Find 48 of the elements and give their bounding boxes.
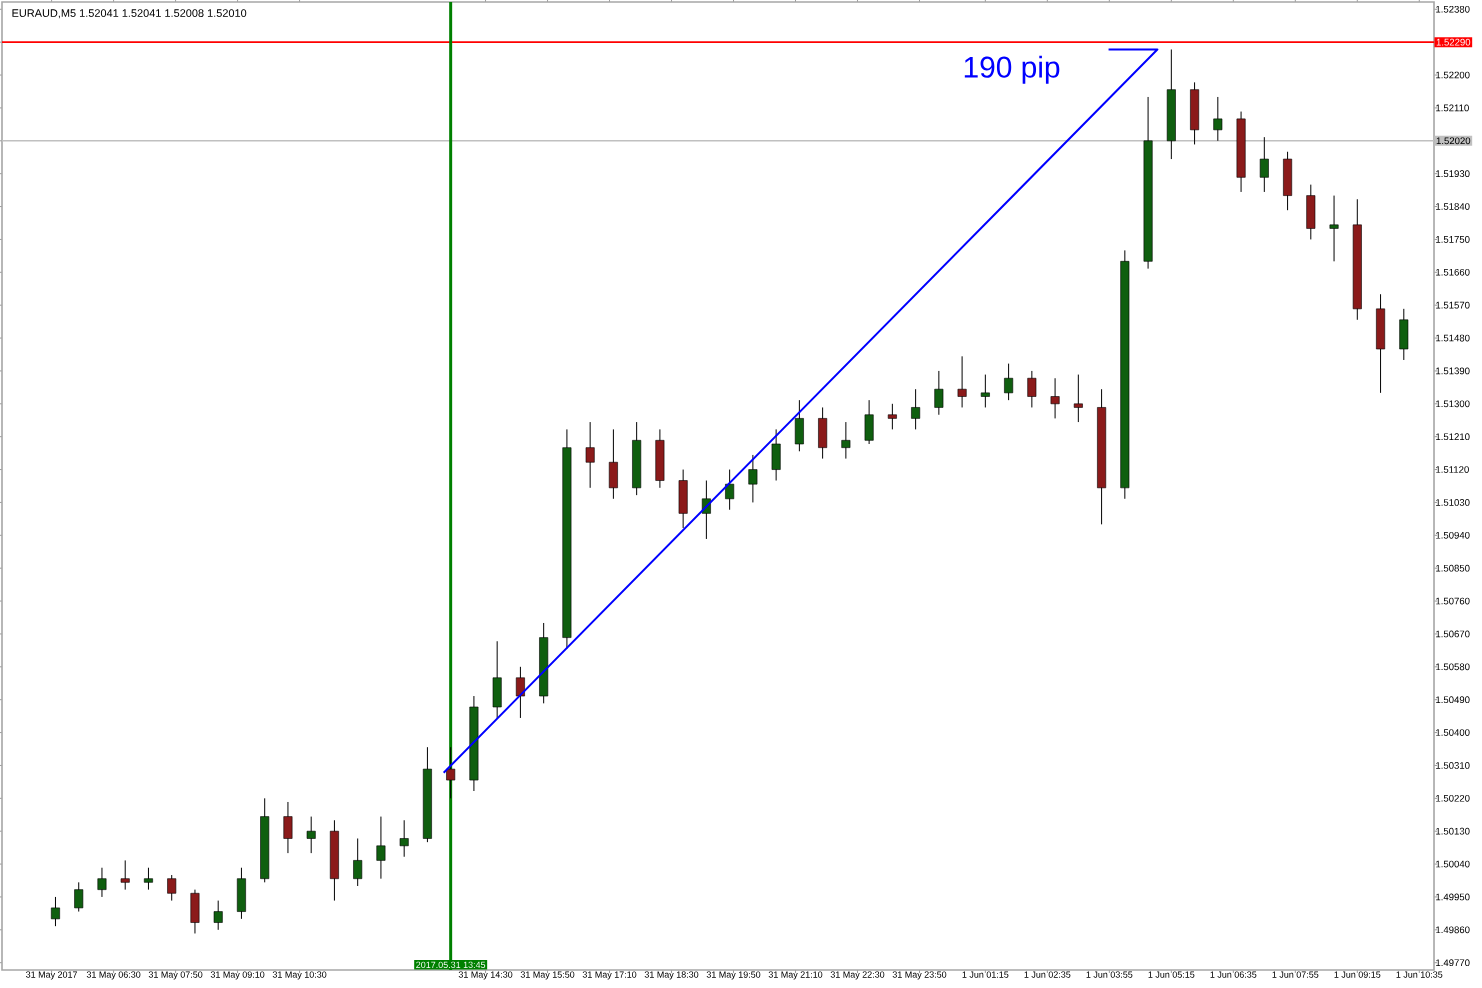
candlestick (1283, 151, 1293, 211)
candlestick (283, 801, 293, 854)
candlestick (1399, 308, 1409, 361)
candlestick (446, 746, 456, 799)
candlestick (655, 428, 665, 489)
candlestick (167, 874, 177, 902)
candlestick (748, 454, 758, 503)
candlestick (1213, 96, 1223, 142)
candlestick (794, 399, 804, 452)
candlestick (213, 900, 223, 931)
candlestick (911, 388, 921, 430)
candlestick (1190, 81, 1200, 145)
candlestick (771, 428, 781, 482)
annotation: 190 pip (964, 55, 1060, 84)
candlestick (678, 469, 688, 529)
candlestick (887, 403, 897, 430)
candlestick (608, 428, 618, 500)
candlestick (957, 355, 967, 408)
candlestick (1376, 293, 1386, 394)
candlestick (632, 421, 642, 496)
candlestick (97, 867, 107, 898)
candlestick (1004, 363, 1014, 401)
candlestick (74, 881, 84, 913)
candlestick (353, 837, 363, 887)
candlestick (1073, 374, 1083, 423)
candlestick (399, 819, 409, 858)
candlestick (329, 819, 339, 902)
candlestick (934, 370, 944, 416)
candlestick (864, 399, 874, 445)
candlestick (1050, 377, 1060, 419)
candlestick (841, 421, 851, 460)
candlestick (1306, 184, 1316, 240)
candlestick (50, 896, 60, 927)
candlestick (190, 889, 200, 934)
candlestick (376, 816, 386, 880)
candlestick (818, 406, 828, 460)
candlestick (120, 859, 130, 891)
candlestick (1329, 195, 1339, 262)
candlestick (492, 640, 502, 719)
candlestick (515, 666, 525, 719)
candlestick (306, 816, 316, 854)
candlestick (1027, 370, 1037, 408)
candlestick (1259, 136, 1269, 193)
candlestick (585, 421, 595, 489)
candlestick (980, 374, 990, 408)
candlestick (236, 867, 246, 920)
candlestick (725, 469, 735, 511)
candlestick (143, 867, 153, 891)
